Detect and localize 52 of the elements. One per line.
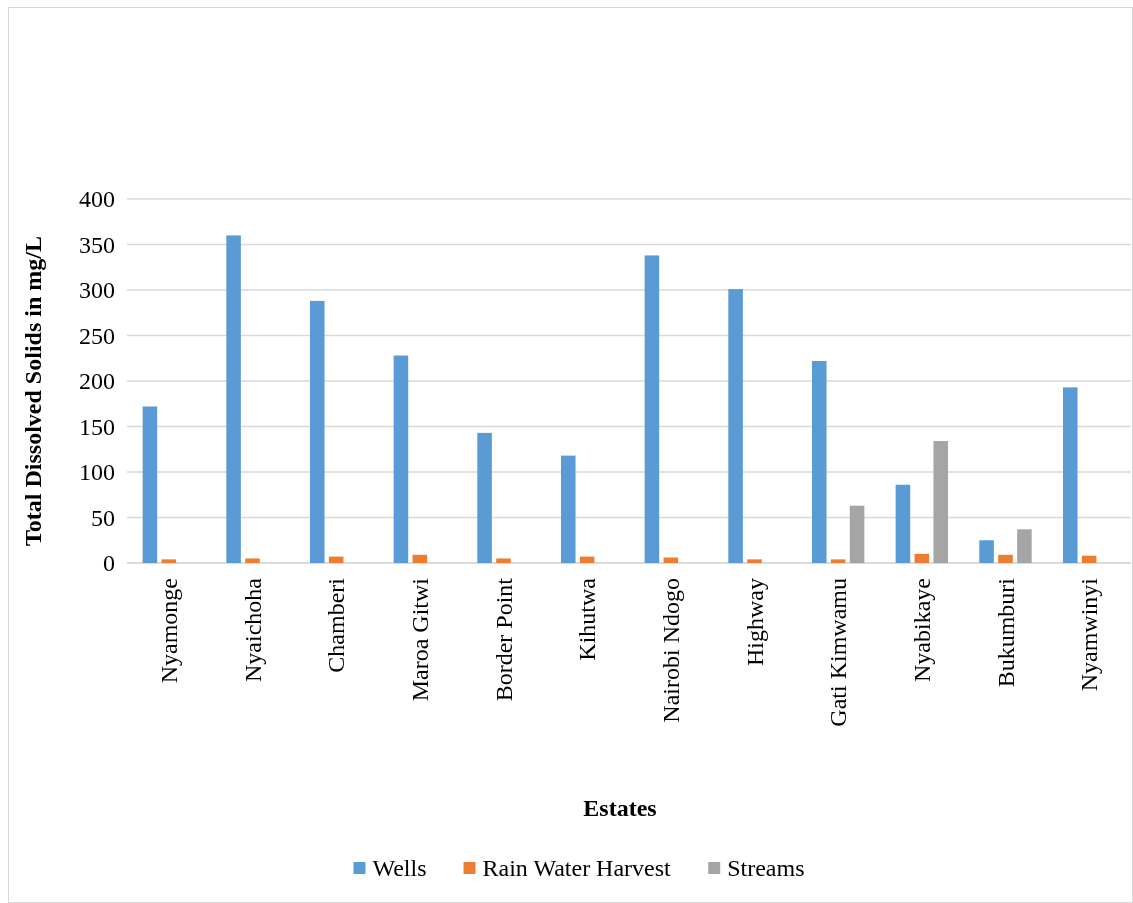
- bar: [142, 406, 158, 563]
- x-axis-title: Estates: [583, 795, 657, 821]
- x-tick-label: Nyamwinyi: [1076, 577, 1103, 692]
- bar: [245, 558, 260, 563]
- bar: [830, 559, 846, 563]
- bar: [412, 554, 428, 563]
- y-tick-label: 250: [79, 322, 115, 349]
- bar: [998, 554, 1013, 563]
- y-tick-label: 350: [79, 231, 115, 258]
- bar: [933, 441, 949, 563]
- x-tick-label: Nyabikaye: [908, 578, 935, 682]
- y-tick-label: 300: [79, 277, 115, 303]
- bar: [226, 235, 241, 563]
- x-tick-label: Border Point: [490, 577, 517, 702]
- bar: [1081, 555, 1097, 563]
- x-tick-label: Nairobi Ndogo: [657, 578, 684, 723]
- x-tick-label: Highway: [741, 578, 768, 666]
- bar: [895, 484, 911, 563]
- bar: [309, 300, 325, 563]
- x-tick-label: Nyamonge: [155, 578, 182, 684]
- x-tick-label: Kihutwa: [574, 577, 601, 661]
- bar: [1017, 529, 1032, 563]
- x-tick-label: Bukumburi: [992, 577, 1019, 688]
- bar: [849, 505, 865, 563]
- y-tick-label: 50: [91, 504, 115, 531]
- x-tick-label: Maroa Gitwi: [406, 577, 433, 702]
- x-tick-label: Nyaichoha: [239, 577, 266, 682]
- y-tick-label: 100: [79, 459, 115, 485]
- bar: [328, 556, 344, 563]
- bar: [728, 289, 743, 563]
- bar: [560, 455, 576, 563]
- y-tick-label: 200: [79, 368, 115, 394]
- bar: [477, 432, 492, 563]
- bar: [393, 355, 409, 563]
- bar: [161, 559, 177, 563]
- y-tick-label: 150: [79, 413, 115, 440]
- y-tick-label: 400: [79, 186, 115, 212]
- x-tick-label: Chamberi: [323, 577, 350, 673]
- legend-label: Streams: [727, 855, 805, 881]
- bar: [914, 553, 930, 563]
- bar: [644, 255, 660, 563]
- bar: [579, 556, 595, 563]
- y-tick-label: 0: [103, 550, 115, 576]
- y-axis-title: Total Dissolved Solids in mg/L: [20, 236, 46, 546]
- legend-label: Rain Water Harvest: [482, 855, 672, 881]
- bar: [979, 540, 994, 563]
- x-tick-label: Gati Kimwamu: [825, 578, 852, 727]
- bar: [747, 559, 762, 563]
- legend-label: Wells: [372, 855, 427, 881]
- bar: [1062, 387, 1078, 563]
- bar: [811, 360, 827, 563]
- bar: [496, 558, 511, 563]
